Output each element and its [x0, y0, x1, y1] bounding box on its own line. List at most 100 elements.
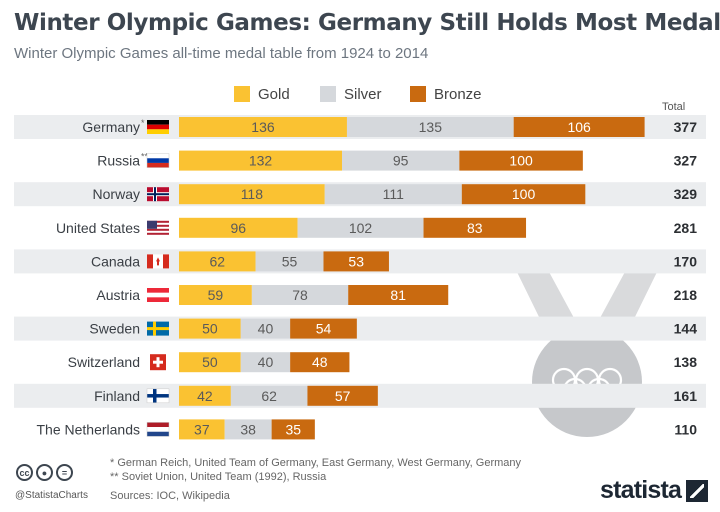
bar-label-silver-finland: 62: [261, 388, 277, 404]
total-switzerland: 138: [674, 354, 698, 370]
country-label-finland: Finland: [94, 388, 140, 404]
bar-label-bronze-united-states: 83: [467, 220, 483, 236]
bar-gold-switzerland: [179, 352, 241, 373]
country-label-austria: Austria: [96, 287, 140, 303]
legend-item-silver: Silver: [320, 83, 382, 105]
bar-silver-germany: [346, 117, 514, 137]
country-label-united-states: United States: [56, 220, 140, 236]
total-canada: 170: [674, 253, 698, 269]
bar-bronze-austria: [348, 285, 449, 305]
total-the-netherlands: 110: [674, 421, 697, 437]
footnote-germany: * German Reich, United Team of Germany, …: [110, 457, 522, 469]
bar-gold-sweden: [179, 318, 241, 339]
equal-icon: =: [56, 464, 73, 481]
country-label-germany: Germany: [82, 119, 140, 135]
bar-gold-the-netherlands: [179, 419, 225, 440]
bar-silver-united-states: [297, 217, 424, 238]
bar-label-bronze-switzerland: 48: [312, 354, 328, 370]
bar-bronze-germany: [513, 117, 645, 137]
bar-bronze-norway: [461, 184, 586, 205]
bar-bronze-sweden: [290, 318, 357, 339]
switzerland-flag-icon: [150, 354, 166, 371]
bar-gold-united-states: [179, 217, 298, 238]
row-band-sweden: [14, 316, 706, 341]
legend-swatch-silver: [320, 86, 336, 102]
bar-gold-finland: [179, 385, 231, 406]
bar-silver-switzerland: [240, 352, 291, 373]
bar-bronze-canada: [323, 251, 389, 272]
germany-flag-icon: [147, 120, 169, 134]
bar-label-gold-sweden: 50: [202, 321, 218, 337]
country-label-russia: Russia: [97, 153, 140, 169]
bar-silver-the-netherlands: [224, 419, 272, 440]
chart-title: Winter Olympic Games: Germany Still Hold…: [14, 10, 720, 36]
bar-label-silver-germany: 135: [419, 119, 443, 135]
legend-label-bronze: Bronze: [434, 85, 482, 103]
finland-flag-icon: [146, 388, 170, 404]
bar-bronze-finland: [307, 385, 378, 406]
country-label-switzerland: Switzerland: [68, 354, 140, 370]
bar-bronze-united-states: [423, 217, 527, 238]
canada-flag-icon: [147, 254, 169, 269]
bar-silver-russia: [342, 150, 460, 171]
bar-label-gold-canada: 62: [209, 253, 225, 269]
footnotes: * German Reich, United Team of Germany, …: [110, 456, 521, 484]
bar-gold-canada: [179, 251, 256, 272]
bar-silver-canada: [255, 251, 324, 272]
bar-label-gold-austria: 59: [208, 287, 224, 303]
legend-swatch-gold: [234, 86, 250, 102]
usa-flag-icon: [147, 220, 169, 235]
statista-handle[interactable]: @StatistaCharts: [15, 490, 88, 501]
bar-label-silver-sweden: 40: [258, 321, 274, 337]
bar-label-silver-united-states: 102: [349, 220, 373, 236]
bar-gold-austria: [179, 285, 252, 305]
bar-label-gold-finland: 42: [197, 388, 213, 404]
total-sweden: 144: [674, 321, 698, 337]
footnote-russia: ** Soviet Union, United Team (1992), Rus…: [110, 471, 327, 483]
total-finland: 161: [674, 388, 698, 404]
total-germany: 377: [674, 119, 698, 135]
bar-label-silver-russia: 95: [393, 153, 409, 169]
country-footnote-mark-germany: *: [141, 118, 145, 128]
bar-silver-sweden: [240, 318, 291, 339]
cc-icon: cc: [16, 464, 33, 481]
bar-label-gold-the-netherlands: 37: [194, 421, 210, 437]
country-label-canada: Canada: [91, 253, 140, 269]
country-label-the-netherlands: The Netherlands: [36, 421, 140, 437]
bar-label-bronze-sweden: 54: [316, 321, 332, 337]
legend-label-gold: Gold: [258, 85, 290, 103]
brand-text: statista: [600, 476, 682, 504]
legend-swatch-bronze: [410, 86, 426, 102]
statista-logo[interactable]: statista: [600, 476, 709, 505]
russia-flag-icon: [146, 153, 170, 168]
total-norway: 329: [674, 186, 698, 202]
total-austria: 218: [674, 287, 698, 303]
bar-label-bronze-norway: 100: [512, 186, 536, 202]
bar-label-bronze-canada: 53: [348, 253, 364, 269]
bar-label-silver-switzerland: 40: [258, 354, 274, 370]
bar-silver-austria: [251, 285, 349, 305]
bar-gold-germany: [179, 117, 347, 137]
legend-item-bronze: Bronze: [410, 83, 482, 105]
bar-label-bronze-finland: 57: [335, 388, 351, 404]
sweden-flag-icon: [147, 321, 169, 336]
bar-label-bronze-russia: 100: [509, 153, 533, 169]
bar-gold-norway: [179, 184, 325, 205]
license-icons: cc ● =: [16, 464, 76, 481]
statista-logo-icon: [686, 479, 709, 502]
bar-label-gold-switzerland: 50: [202, 354, 218, 370]
legend-label-silver: Silver: [344, 85, 382, 103]
country-label-sweden: Sweden: [89, 321, 140, 337]
bar-bronze-the-netherlands: [271, 419, 315, 440]
country-footnote-mark-russia: **: [141, 152, 149, 162]
attribution-icon: ●: [36, 464, 53, 481]
bar-label-bronze-the-netherlands: 35: [285, 421, 301, 437]
sources: Sources: IOC, Wikipedia: [110, 490, 230, 502]
bar-label-gold-norway: 118: [241, 186, 264, 202]
bar-silver-norway: [324, 184, 462, 205]
bar-label-silver-canada: 55: [282, 253, 298, 269]
bar-gold-russia: [179, 150, 343, 171]
bar-bronze-switzerland: [290, 352, 350, 373]
total-column-header: Total: [662, 101, 686, 113]
